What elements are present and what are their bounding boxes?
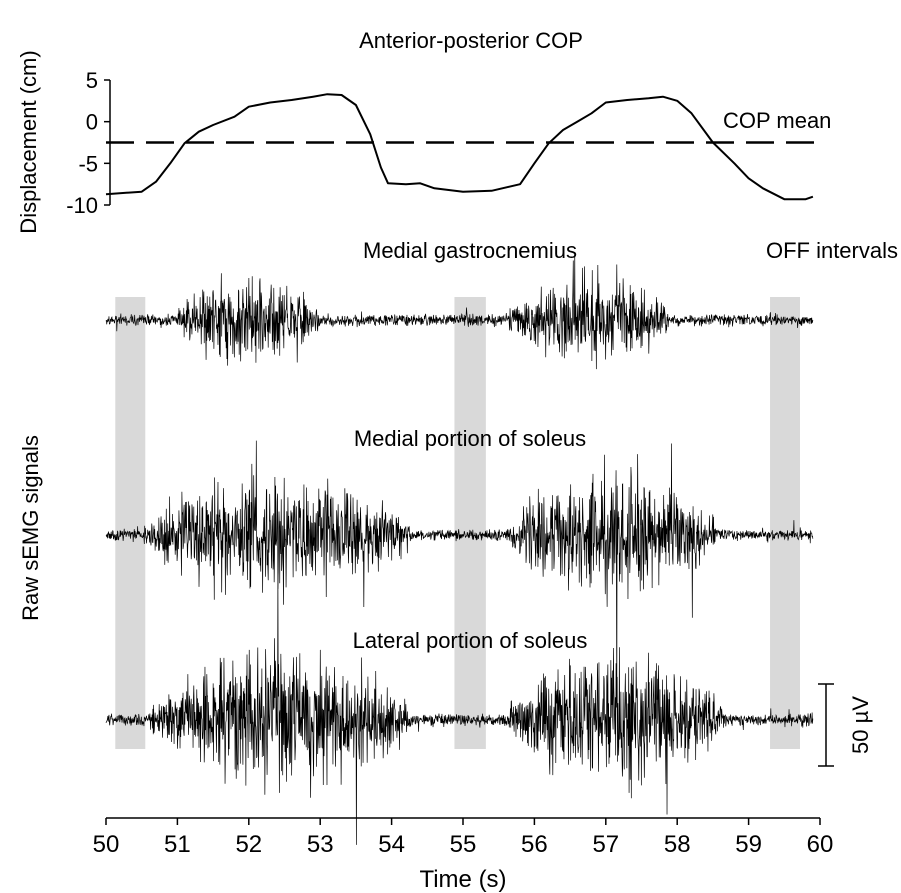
cop-y-tick-label: -10 <box>66 193 98 218</box>
x-tick-label: 59 <box>735 831 762 858</box>
cop-y-label: Displacement (cm) <box>16 50 41 233</box>
emg-traces <box>105 251 814 845</box>
scale-bar: 50 µV <box>818 683 873 767</box>
x-tick-label: 54 <box>378 831 405 858</box>
off-interval-band-3 <box>770 297 801 749</box>
x-axis: 50 51 52 53 54 55 56 57 58 59 60 Time (s) <box>93 817 834 893</box>
off-interval-band-1 <box>115 297 146 749</box>
emg-trace-2 <box>105 440 814 704</box>
cop-y-tick-label: 5 <box>86 68 98 93</box>
x-tick-label: 57 <box>592 831 619 858</box>
cop-series-line <box>105 93 814 201</box>
x-tick-label: 55 <box>450 831 477 858</box>
cop-title: Anterior-posterior COP <box>359 28 583 53</box>
emg-panel: Raw sEMG signals OFF intervals Medial ga… <box>18 238 898 845</box>
emg-trace-3 <box>105 568 814 845</box>
cop-y-tick-label: 0 <box>86 110 98 135</box>
x-axis-label: Time (s) <box>419 866 506 893</box>
off-intervals-label: OFF intervals <box>766 238 898 263</box>
emg-channel-label-medial-soleus: Medial portion of soleus <box>354 426 586 451</box>
cop-y-ticks: 5 0 -5 -10 <box>66 68 110 218</box>
scale-bar-label: 50 µV <box>848 696 873 754</box>
x-tick-label: 60 <box>807 831 834 858</box>
x-tick-label: 50 <box>93 831 120 858</box>
x-tick-label: 56 <box>521 831 548 858</box>
x-tick-label: 53 <box>307 831 334 858</box>
off-interval-bands <box>115 297 801 749</box>
emg-channel-label-medial-gastrocnemius: Medial gastrocnemius <box>363 238 577 263</box>
cop-panel: Anterior-posterior COP 5 0 -5 -10 Displacem… <box>16 28 831 234</box>
emg-trace-1 <box>105 251 814 370</box>
x-tick-label: 52 <box>235 831 262 858</box>
x-tick-label: 51 <box>164 831 191 858</box>
x-ticks: 50 51 52 53 54 55 56 57 58 59 60 <box>93 818 834 858</box>
emg-y-label: Raw sEMG signals <box>18 435 43 621</box>
x-tick-label: 58 <box>664 831 691 858</box>
emg-channel-label-lateral-soleus: Lateral portion of soleus <box>353 628 588 653</box>
cop-mean-label: COP mean <box>723 108 831 133</box>
cop-y-tick-label: -5 <box>78 151 98 176</box>
off-interval-band-2 <box>454 297 486 749</box>
